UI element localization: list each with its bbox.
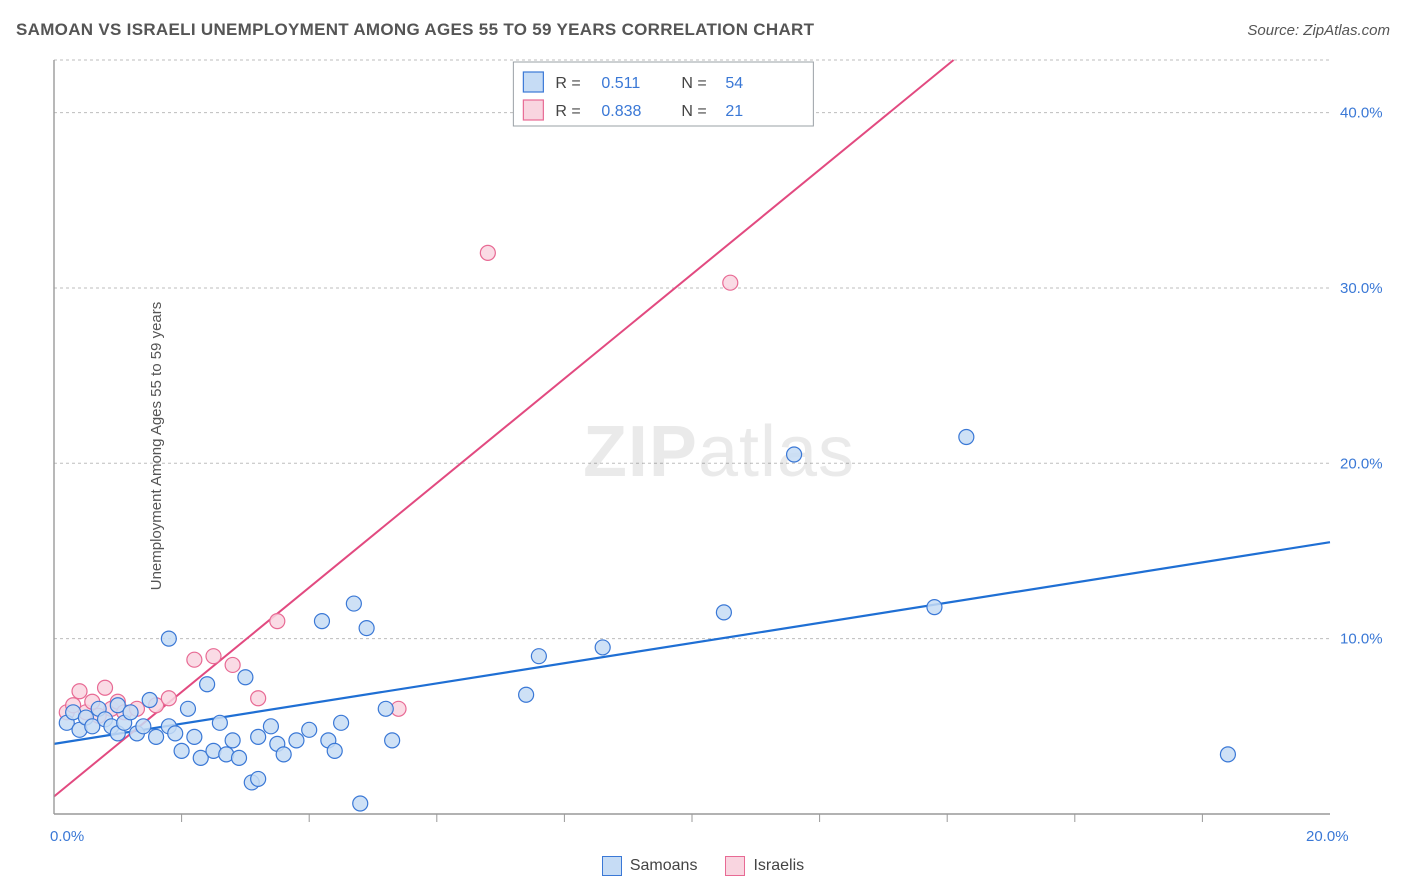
y-tick-labels: 10.0% 20.0% 30.0% 40.0%	[1340, 105, 1383, 648]
series-legend: Samoans Israelis	[0, 856, 1406, 876]
chart-title: SAMOAN VS ISRAELI UNEMPLOYMENT AMONG AGE…	[16, 20, 814, 40]
x-tick-label-min: 0.0%	[50, 828, 84, 845]
svg-text:20.0%: 20.0%	[1340, 455, 1383, 472]
svg-text:R =: R =	[555, 75, 580, 92]
svg-text:10.0%: 10.0%	[1340, 631, 1383, 648]
svg-text:0.838: 0.838	[601, 103, 641, 120]
legend-item-israelis: Israelis	[725, 856, 804, 876]
svg-text:R =: R =	[555, 103, 580, 120]
legend-item-samoans: Samoans	[602, 856, 698, 876]
svg-text:40.0%: 40.0%	[1340, 105, 1383, 122]
svg-text:ZIPatlas: ZIPatlas	[583, 412, 855, 492]
svg-text:N =: N =	[681, 75, 706, 92]
watermark: ZIPatlas	[583, 412, 855, 492]
svg-text:54: 54	[725, 75, 743, 92]
chart-header: SAMOAN VS ISRAELI UNEMPLOYMENT AMONG AGE…	[16, 20, 1390, 40]
svg-text:0.511: 0.511	[601, 75, 640, 92]
legend-swatch-samoans	[602, 856, 622, 876]
gridlines	[54, 60, 1330, 639]
x-ticks	[182, 814, 1203, 822]
plot-svg: ZIPatlas 10.0% 20.0% 30.0% 40.0% R = 0.511 N …	[48, 56, 1390, 832]
legend-swatch-israelis	[725, 856, 745, 876]
svg-text:30.0%: 30.0%	[1340, 280, 1383, 297]
svg-text:21: 21	[725, 103, 743, 120]
svg-text:N =: N =	[681, 103, 706, 120]
stats-legend-box: R = 0.511 N = 54 R = 0.838 N = 21	[513, 62, 813, 126]
chart-source: Source: ZipAtlas.com	[1247, 22, 1390, 39]
legend-label-samoans: Samoans	[630, 857, 698, 875]
scatter-points	[59, 245, 1235, 811]
x-tick-label-max: 20.0%	[1306, 828, 1349, 845]
legend-label-israelis: Israelis	[753, 857, 804, 875]
scatter-plot: ZIPatlas 10.0% 20.0% 30.0% 40.0% R = 0.511 N …	[48, 56, 1390, 832]
